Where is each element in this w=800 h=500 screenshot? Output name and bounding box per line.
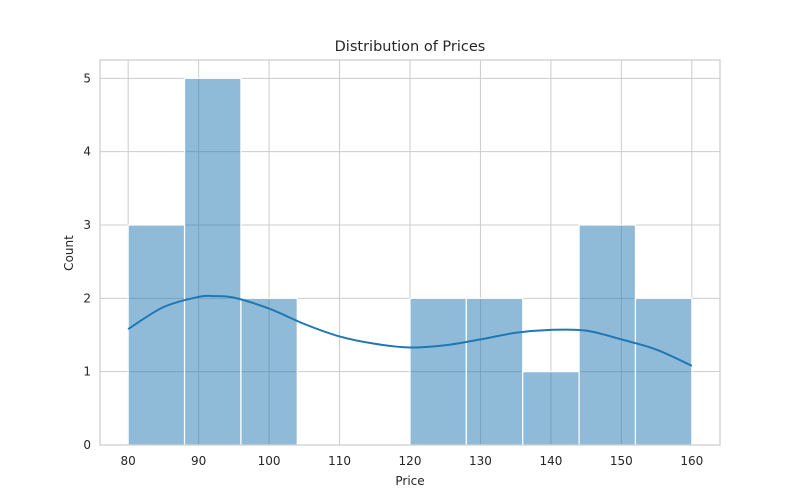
histogram-bar (127, 224, 186, 446)
kde-curve-layer (127, 294, 693, 367)
x-tick-label: 160 (680, 454, 703, 468)
x-tick-label: 150 (610, 454, 633, 468)
plot-frame (99, 59, 721, 446)
kde-curve (127, 294, 693, 367)
histogram-bar (240, 297, 298, 446)
y-tick-label: 0 (83, 438, 91, 452)
y-tick-labels: 0 1 2 3 4 5 (83, 71, 91, 452)
y-tick-label: 5 (83, 71, 91, 85)
x-axis-label: Price (395, 474, 424, 488)
x-tick-label: 100 (258, 454, 281, 468)
histogram-bar (634, 297, 693, 446)
y-axis-label: Count (62, 235, 76, 271)
y-tick-label: 2 (83, 291, 91, 305)
y-tick-label: 4 (83, 145, 91, 159)
x-tick-label: 130 (469, 454, 492, 468)
x-tick-label: 120 (399, 454, 422, 468)
histogram-bar (522, 371, 580, 446)
histogram-bar (465, 297, 524, 446)
y-tick-label: 1 (83, 365, 91, 379)
x-tick-labels: 80 90 100 110 120 130 140 150 160 (121, 454, 704, 468)
y-tick-label: 3 (83, 218, 91, 232)
x-tick-label: 110 (328, 454, 351, 468)
histogram-bar (409, 297, 467, 446)
x-tick-label: 80 (121, 454, 136, 468)
chart-title: Distribution of Prices (335, 39, 486, 55)
x-tick-label: 90 (191, 454, 206, 468)
histogram-bar (183, 77, 242, 446)
histogram-bars (127, 77, 693, 446)
x-tick-label: 140 (539, 454, 562, 468)
